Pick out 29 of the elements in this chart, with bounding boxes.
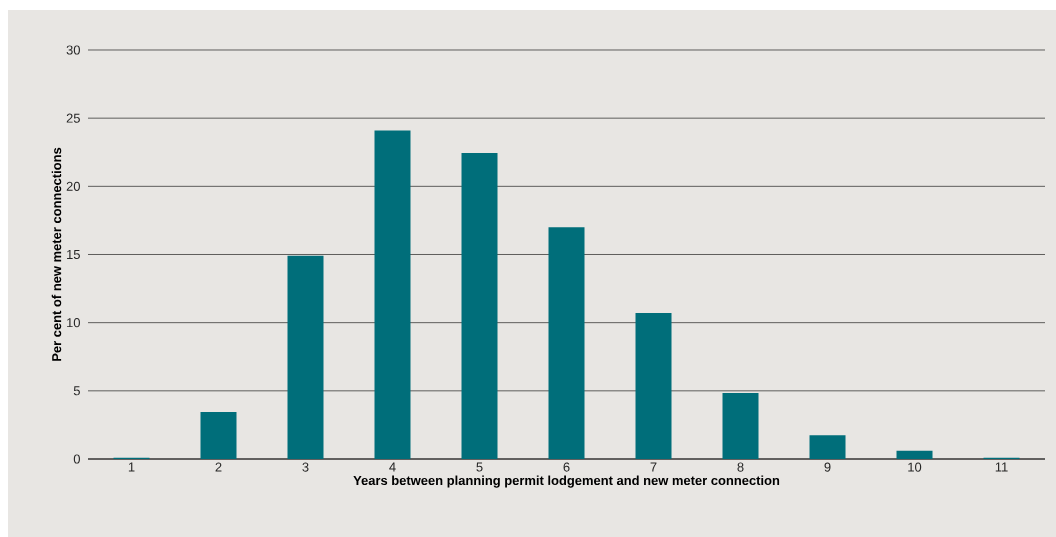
x-tick-label: 6 (563, 462, 570, 472)
x-tick-label: 4 (389, 462, 396, 472)
bar (809, 435, 846, 459)
bar (200, 411, 237, 459)
x-tick-label: 10 (908, 462, 922, 472)
x-tick-label: 3 (302, 462, 309, 472)
bar (287, 255, 324, 459)
x-tick-label: 8 (737, 462, 744, 472)
bar (722, 392, 759, 459)
y-tick-label: 25 (66, 113, 80, 123)
y-tick-label: 0 (73, 454, 80, 464)
y-tick-label: 20 (66, 181, 80, 191)
y-tick-label: 5 (73, 386, 80, 396)
y-tick-label: 10 (67, 318, 80, 328)
x-tick-label: 11 (995, 462, 1008, 472)
x-axis-title: Years between planning permit lodgement and new meter connection (353, 475, 780, 488)
x-tick-label: 2 (215, 462, 222, 472)
x-tick-label: 5 (476, 462, 483, 472)
y-tick-label: 30 (66, 45, 80, 55)
y-axis-title: Per cent of new meter connections (51, 147, 62, 361)
bar (548, 227, 585, 459)
x-tick-label: 7 (650, 462, 657, 472)
bar (374, 130, 411, 459)
bar (461, 152, 498, 459)
bar (635, 313, 672, 459)
bar (896, 450, 933, 459)
y-tick-label: 15 (67, 249, 80, 260)
x-tick-label: 9 (824, 462, 831, 472)
x-tick-label: 1 (128, 462, 135, 472)
